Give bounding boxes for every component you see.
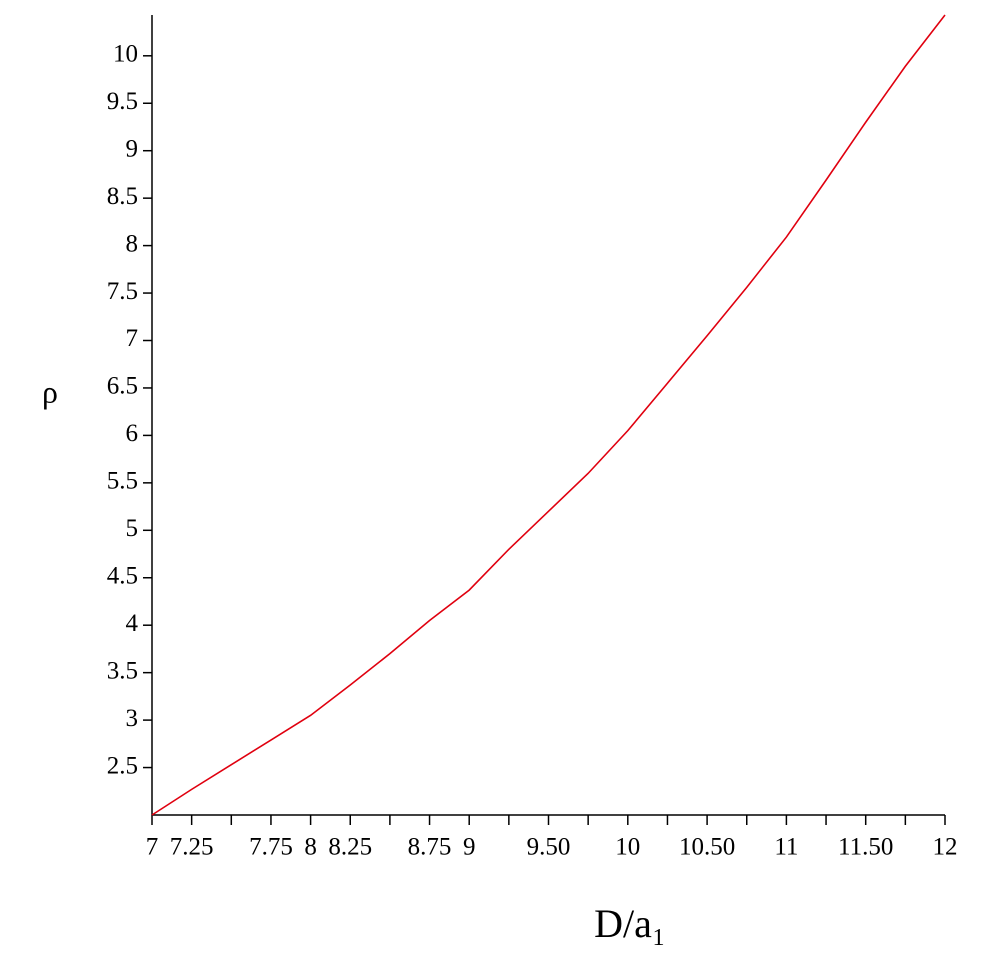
x-tick-label: 9	[463, 834, 476, 861]
x-tick-label: 8.75	[408, 834, 452, 861]
y-tick-label: 5	[126, 515, 139, 542]
y-tick-label: 8	[126, 230, 139, 257]
y-tick-label: 5.5	[107, 468, 138, 495]
y-tick-label: 4.5	[107, 562, 138, 589]
x-tick-label: 11.50	[838, 834, 893, 861]
y-tick-label: 6.5	[107, 373, 138, 400]
y-tick-label: 7	[126, 325, 139, 352]
x-tick-label: 8	[304, 834, 317, 861]
x-tick-label: 7.75	[249, 834, 293, 861]
y-axis-label: ρ	[42, 373, 58, 409]
x-tick-label: 8.25	[328, 834, 372, 861]
x-tick-label: 7.25	[170, 834, 214, 861]
y-tick-label: 10	[113, 41, 138, 68]
x-tick-label: 12	[933, 834, 958, 861]
x-axis-label: D/a₁	[594, 901, 666, 946]
x-tick-label: 7	[146, 834, 159, 861]
y-tick-label: 9	[126, 135, 139, 162]
y-tick-label: 3.5	[107, 657, 138, 684]
y-tick-label: 2.5	[107, 752, 138, 779]
x-tick-label: 9.50	[527, 834, 571, 861]
y-tick-label: 4	[126, 610, 139, 637]
y-tick-label: 6	[126, 420, 139, 447]
y-tick-label: 9.5	[107, 88, 138, 115]
x-tick-label: 11	[774, 834, 798, 861]
y-tick-label: 3	[126, 705, 139, 732]
y-tick-label: 7.5	[107, 278, 138, 305]
x-tick-label: 10	[615, 834, 640, 861]
y-tick-label: 8.5	[107, 183, 138, 210]
data-line	[151, 14, 946, 816]
x-tick-label: 10.50	[679, 834, 735, 861]
